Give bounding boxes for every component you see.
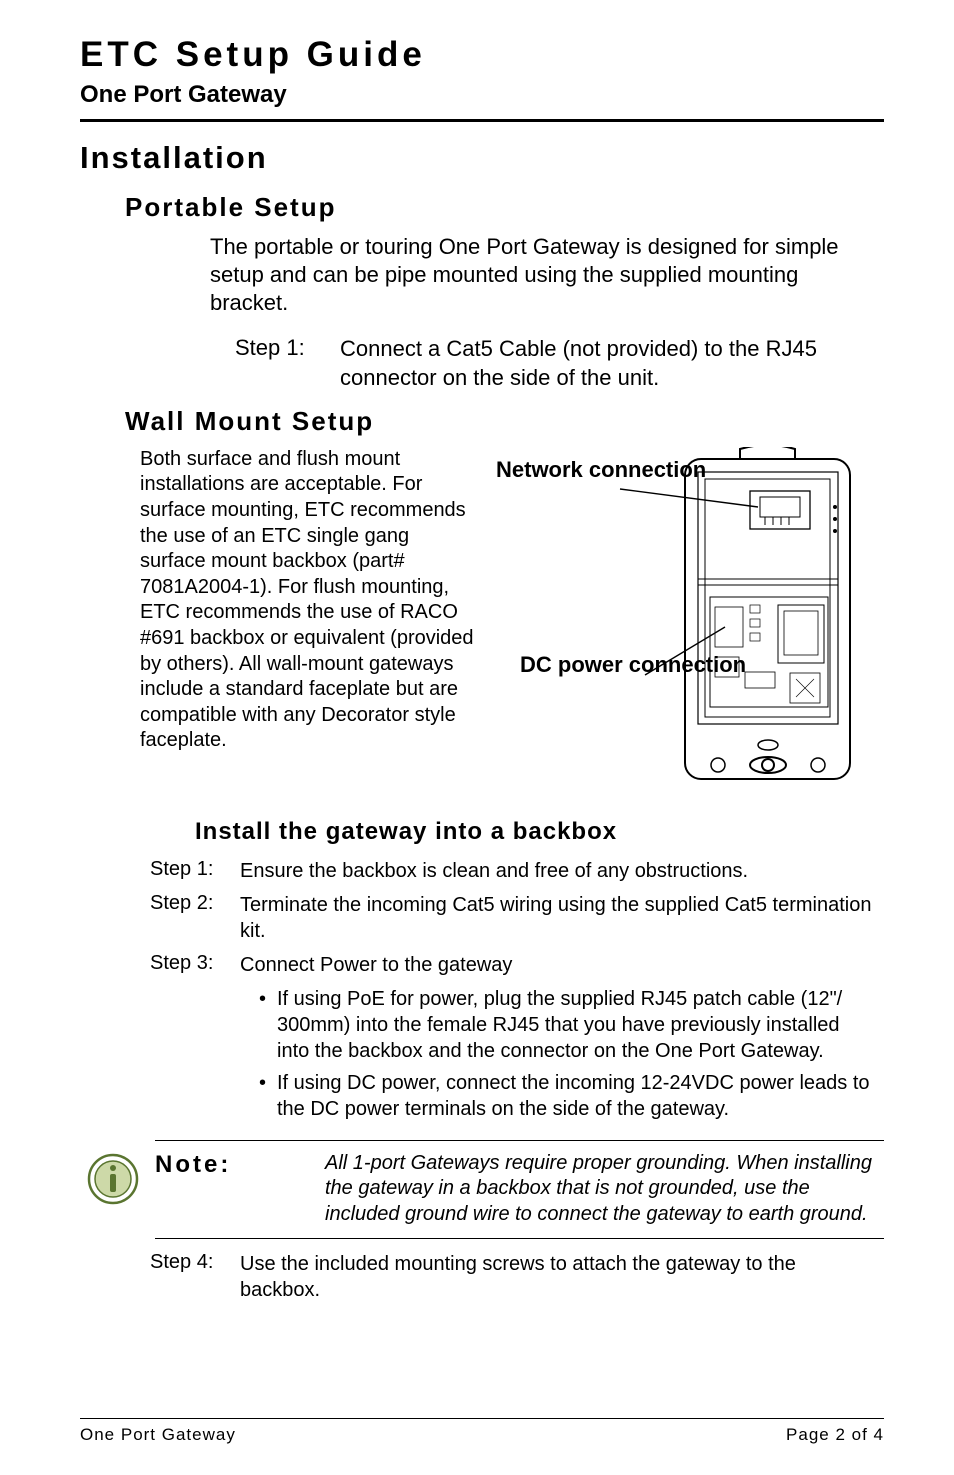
label-network-text: Network connection [496,457,706,482]
note-label: Note: [155,1151,325,1179]
header-rule [80,119,884,122]
h2-wallmount: Wall Mount Setup [125,406,884,437]
doc-title: ETC Setup Guide [80,35,884,75]
step-label: Step 4: [150,1251,240,1303]
note-block: Note: All 1-port Gateways require proper… [155,1140,884,1239]
step-text: Connect a Cat5 Cable (not provided) to t… [340,335,874,391]
step-text: Connect Power to the gateway [240,952,874,978]
footer-rule [80,1418,884,1419]
backbox-step1: Step 1: Ensure the backbox is clean and … [150,858,874,884]
step-text: Ensure the backbox is clean and free of … [240,858,874,884]
wallmount-row: Both surface and flush mount installatio… [80,447,884,802]
footer-right: Page 2 of 4 [786,1425,884,1445]
backbox-step4: Step 4: Use the included mounting screws… [150,1251,874,1303]
step-label: Step 3: [150,952,240,978]
diagram: Network connection DC power connection [490,447,884,802]
portable-text: The portable or touring One Port Gateway… [210,233,874,317]
info-icon [87,1153,139,1210]
step-label: Step 1: [235,335,340,391]
portable-step1: Step 1: Connect a Cat5 Cable (not provid… [235,335,874,391]
label-network: Network connection [496,457,706,483]
label-dc-text: DC power connection [520,652,746,677]
h1-installation: Installation [80,140,884,176]
backbox-bullets: If using PoE for power, plug the supplie… [255,986,874,1122]
backbox-step3: Step 3: Connect Power to the gateway [150,952,874,978]
bullet-dc: If using DC power, connect the incoming … [255,1070,874,1122]
step-text: Use the included mounting screws to atta… [240,1251,874,1303]
h2-portable: Portable Setup [125,192,884,223]
note-text: All 1-port Gateways require proper groun… [325,1151,874,1228]
footer: One Port Gateway Page 2 of 4 [80,1418,884,1445]
step-text: Terminate the incoming Cat5 wiring using… [240,892,874,944]
bullet-poe: If using PoE for power, plug the supplie… [255,986,874,1064]
gateway-diagram [490,447,870,797]
step-label: Step 1: [150,858,240,884]
label-dc: DC power connection [520,652,746,678]
backbox-step2: Step 2: Terminate the incoming Cat5 wiri… [150,892,874,944]
h3-install-backbox: Install the gateway into a backbox [195,818,884,846]
wallmount-text: Both surface and flush mount installatio… [140,447,480,802]
footer-left: One Port Gateway [80,1425,236,1445]
doc-subtitle: One Port Gateway [80,81,884,109]
step-label: Step 2: [150,892,240,944]
